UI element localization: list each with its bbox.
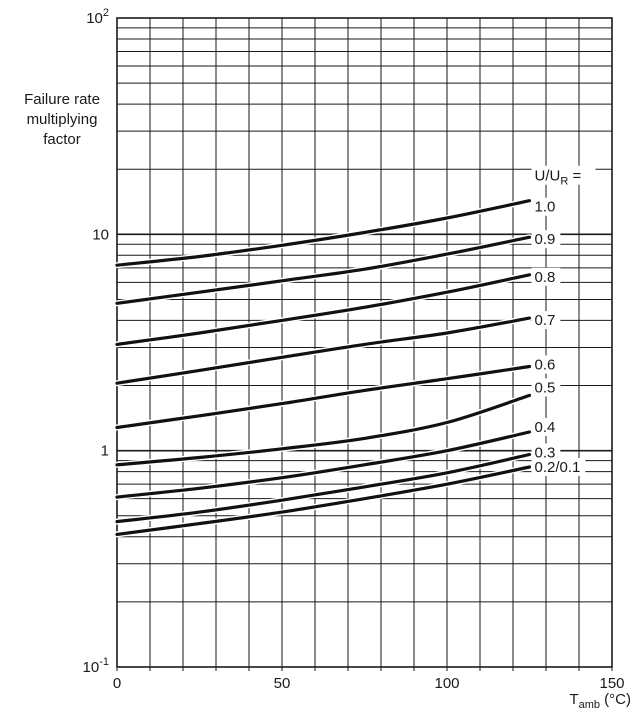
- series-label: 0.4: [535, 419, 556, 436]
- series-line: [115, 465, 532, 536]
- series-label: 1.0: [535, 199, 556, 216]
- grid: [117, 18, 612, 667]
- series-label-bg: [531, 443, 561, 462]
- series-halo: [114, 464, 533, 538]
- y-axis-label: multiplying: [27, 111, 98, 128]
- series-heading: U/UR =: [535, 168, 582, 188]
- y-tick-label: 10: [92, 226, 109, 243]
- series-label: 0.5: [535, 379, 556, 396]
- y-axis-label: Failure rate: [24, 91, 100, 108]
- series-halo: [114, 271, 533, 348]
- series-halo: [114, 392, 533, 468]
- series-label: 0.6: [535, 356, 556, 373]
- series-label-bg: [531, 230, 561, 249]
- x-tick-label: 0: [113, 675, 121, 692]
- series-line: [115, 199, 532, 267]
- series-line: [115, 273, 532, 346]
- y-tick-label: 102: [86, 7, 109, 27]
- series-label: 0.2/0.1: [535, 459, 581, 476]
- y-tick-label: 10-1: [83, 656, 109, 676]
- series-line: [115, 316, 532, 385]
- x-axis-label: Tamb (°C): [569, 691, 631, 711]
- y-axis-label: factor: [43, 131, 81, 148]
- series-label: 0.9: [535, 231, 556, 248]
- series-label-bg: [531, 355, 561, 374]
- series-line: [115, 393, 532, 467]
- series-label-bg: [531, 311, 561, 330]
- series-label-bg: [531, 417, 561, 436]
- chart-labels: 1.0 0.9 0.8 0.7 0.6 0.5 0.4 0.30.2/0.1 U/UR = 102…: [24, 7, 631, 711]
- x-tick-label: 150: [599, 675, 624, 692]
- series-line: [115, 235, 532, 305]
- series-label: 0.8: [535, 269, 556, 286]
- y-tick-label: 1: [101, 443, 109, 460]
- series-label-bg: [531, 378, 561, 397]
- series-label-bg: [531, 267, 561, 286]
- series-line: [115, 430, 532, 499]
- series-label: 0.3: [535, 445, 556, 462]
- series-line: [115, 364, 532, 430]
- series-label: 0.7: [535, 312, 556, 329]
- series-label-bg: [531, 458, 586, 477]
- series-lines: [114, 197, 533, 538]
- series-label-bg: [531, 197, 561, 216]
- series-line: [115, 452, 532, 524]
- series-heading-bg: [531, 165, 596, 185]
- x-tick-label: 50: [274, 675, 291, 692]
- x-tick-label: 100: [434, 675, 459, 692]
